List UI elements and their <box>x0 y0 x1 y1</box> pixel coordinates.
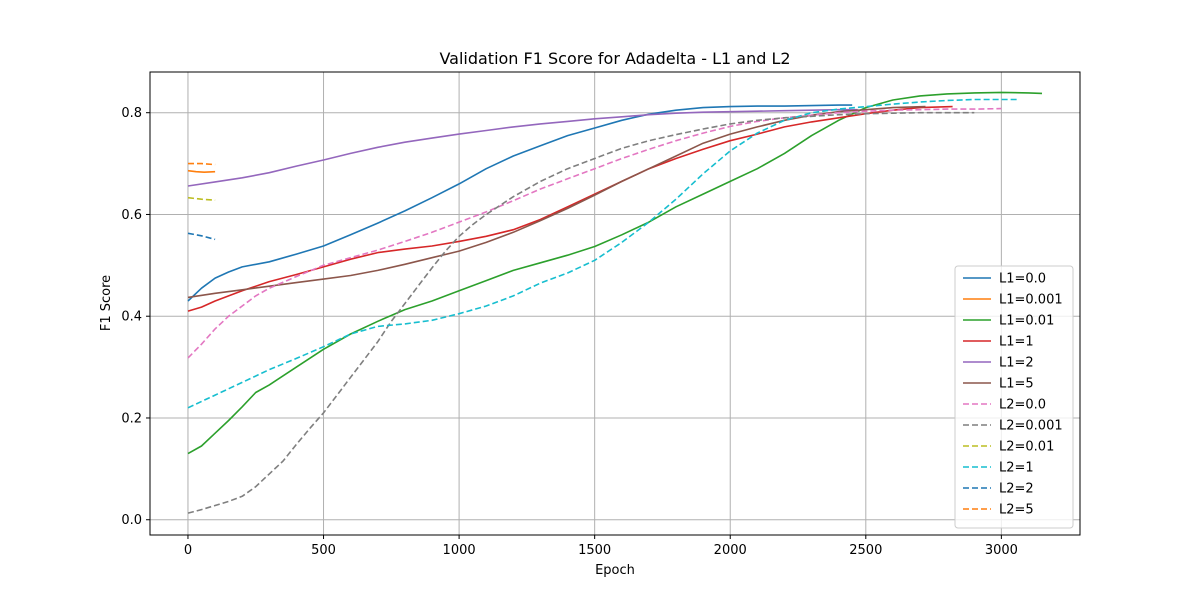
x-tick-label: 2500 <box>849 543 882 558</box>
legend-label: L1=0.0 <box>999 272 1046 287</box>
series-line-l1-2 <box>187 108 858 187</box>
y-tick-label: 0.0 <box>121 513 142 528</box>
x-tick-label: 1000 <box>443 543 476 558</box>
y-tick-label: 0.6 <box>121 208 142 223</box>
plot-frame <box>149 71 1081 536</box>
series-line-l1-5 <box>187 105 926 299</box>
legend-label: L1=2 <box>999 356 1034 371</box>
series-line-l1-0-01 <box>187 91 1043 455</box>
legend-label: L2=0.001 <box>999 419 1063 434</box>
series-line-l2-0-01 <box>187 196 216 201</box>
legend-label: L2=0.0 <box>999 398 1046 413</box>
axis-ticks: 0 500 1000 1500 2000 2500 3000 0.0 0.2 0.4 0.6 0.8 <box>121 106 1018 558</box>
series-line-l2-0-001 <box>187 111 975 514</box>
grid <box>150 72 1080 535</box>
legend-label: L2=1 <box>999 461 1034 476</box>
legend-label: L1=0.001 <box>999 293 1063 308</box>
y-axis-label: F1 Score <box>99 275 114 331</box>
legend-label: L1=0.01 <box>999 314 1054 329</box>
series-line-l2-2 <box>187 232 216 241</box>
series-line-l2-0-0 <box>187 107 1002 359</box>
x-tick-label: 1500 <box>578 543 611 558</box>
x-axis-label: Epoch <box>595 563 635 578</box>
y-tick-label: 0.2 <box>121 411 142 426</box>
legend-label: L1=5 <box>999 377 1034 392</box>
x-tick-label: 3000 <box>985 543 1018 558</box>
series-line-l2-5 <box>188 162 216 166</box>
series-line-l2-1 <box>187 98 1018 409</box>
series-line-l1-1 <box>187 105 953 312</box>
legend: L1=0.0 L1=0.001 L1=0.01 L1=1 L1=2 L1=5 L2=0.0 L… <box>954 265 1074 529</box>
legend-label: L2=5 <box>999 503 1034 518</box>
y-tick-label: 0.8 <box>121 106 142 121</box>
y-tick-label: 0.4 <box>121 310 142 325</box>
series-lines <box>187 91 1043 514</box>
series-line-l1-0-001 <box>187 169 216 173</box>
series-line-l1-0-0 <box>187 104 853 302</box>
x-tick-label: 0 <box>184 543 192 558</box>
chart-title: Validation F1 Score for Adadelta - L1 an… <box>439 49 790 68</box>
legend-label: L2=0.01 <box>999 440 1054 455</box>
legend-label: L1=1 <box>999 335 1034 350</box>
x-tick-label: 500 <box>311 543 336 558</box>
legend-box <box>954 265 1074 529</box>
legend-label: L2=2 <box>999 482 1034 497</box>
x-tick-label: 2000 <box>714 543 747 558</box>
